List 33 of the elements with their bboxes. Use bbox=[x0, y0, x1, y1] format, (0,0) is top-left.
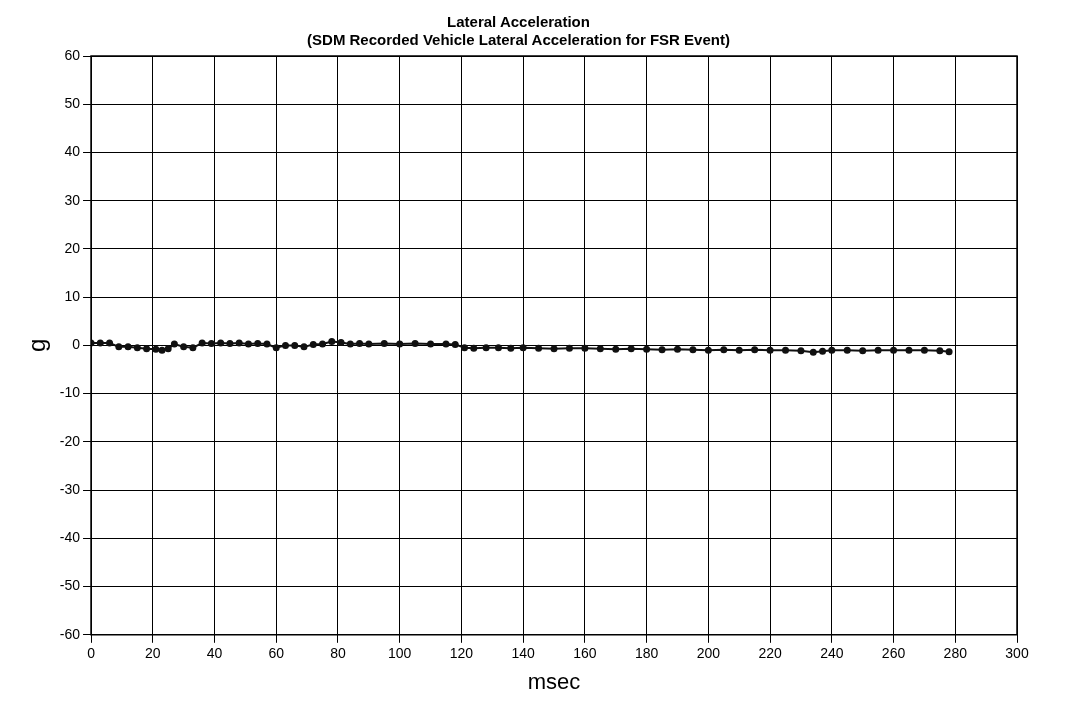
x-tick-label: 240 bbox=[820, 645, 844, 662]
y-tick-label: 40 bbox=[64, 143, 81, 160]
x-tick-label: 140 bbox=[511, 645, 536, 662]
y-tick-label: -20 bbox=[59, 432, 81, 449]
chart-subtitle: (SDM Recorded Vehicle Lateral Acceleration for FSR Event) bbox=[307, 31, 730, 49]
x-tick-label: 160 bbox=[573, 645, 597, 662]
x-tick-label: 20 bbox=[144, 645, 161, 662]
x-tick-label: 220 bbox=[758, 645, 782, 662]
x-tick-label: 60 bbox=[268, 645, 285, 662]
x-tick-label: 100 bbox=[388, 645, 412, 662]
x-tick-label: 80 bbox=[330, 645, 346, 662]
chart-title: Lateral Acceleration bbox=[447, 13, 590, 31]
x-axis-title: msec bbox=[527, 668, 581, 694]
y-tick-label: 50 bbox=[64, 95, 81, 112]
y-tick-label: 60 bbox=[64, 46, 81, 63]
y-tick-label: 10 bbox=[64, 288, 81, 305]
y-tick-label: -40 bbox=[59, 529, 81, 546]
x-tick-label: 300 bbox=[1005, 645, 1029, 662]
y-tick-label: 0 bbox=[72, 336, 81, 353]
x-tick-label: 180 bbox=[634, 645, 659, 662]
x-tick-label: 120 bbox=[449, 645, 474, 662]
x-tick-label: 40 bbox=[206, 645, 223, 662]
y-tick-label: 20 bbox=[64, 239, 81, 256]
x-tick-label: 0 bbox=[87, 645, 96, 662]
x-tick-label: 260 bbox=[881, 645, 906, 662]
y-tick-label: -50 bbox=[59, 577, 81, 594]
y-tick-label: 30 bbox=[64, 191, 81, 208]
y-tick-label: -30 bbox=[59, 480, 81, 497]
x-tick-label: 280 bbox=[943, 645, 968, 662]
y-tick-label: -60 bbox=[59, 625, 81, 642]
y-tick-label: -10 bbox=[59, 384, 81, 401]
y-axis-title: g bbox=[23, 338, 51, 353]
x-tick-label: 200 bbox=[696, 645, 721, 662]
